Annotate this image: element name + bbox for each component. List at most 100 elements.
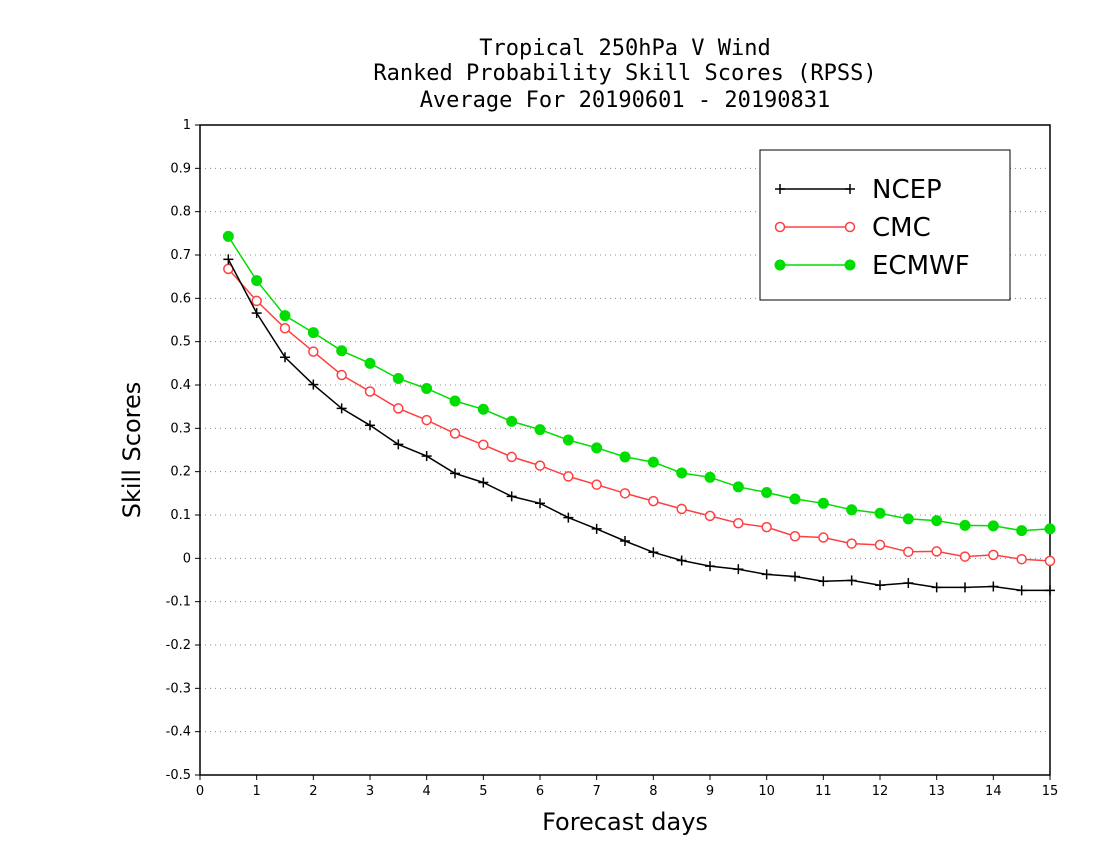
y-tick-label: 0.4 (170, 378, 191, 393)
data-point (449, 428, 461, 439)
data-point (478, 439, 489, 451)
y-tick-label: -0.1 (166, 595, 191, 610)
data-point (534, 424, 546, 436)
data-point (874, 539, 886, 551)
x-tick-label: 11 (815, 784, 832, 799)
data-point (844, 221, 856, 233)
data-point (591, 479, 602, 490)
y-tick-label: -0.5 (166, 768, 191, 783)
data-point (477, 403, 489, 415)
chart-title-line-3: Average For 20190601 - 20190831 (419, 88, 831, 113)
data-point (789, 530, 801, 542)
x-tick-label: 7 (593, 784, 601, 799)
y-axis-label: Skill Scores (118, 381, 146, 519)
data-point (648, 495, 659, 507)
x-tick-label: 6 (536, 784, 544, 799)
x-tick-label: 10 (758, 784, 775, 799)
y-tick-label: 0.1 (170, 508, 191, 523)
data-point (308, 346, 319, 357)
x-tick-label: 9 (706, 784, 714, 799)
x-tick-label: 14 (985, 784, 1002, 799)
x-tick-label: 15 (1042, 784, 1059, 799)
data-point (846, 504, 858, 516)
x-tick-label: 3 (366, 784, 374, 799)
data-point (903, 546, 914, 558)
data-point (421, 414, 432, 426)
chart-title-line-2: Ranked Probability Skill Scores (RPSS) (373, 61, 877, 86)
data-point (279, 310, 291, 322)
data-point (563, 471, 574, 482)
data-point (676, 503, 687, 515)
data-point (1016, 525, 1028, 537)
data-point (393, 403, 404, 414)
y-tick-label: 0.3 (170, 421, 191, 436)
data-point (506, 415, 518, 427)
data-point (987, 520, 999, 532)
data-point (789, 493, 801, 505)
legend-label: ECMWF (872, 251, 970, 281)
legend-label: NCEP (872, 175, 942, 205)
data-point (676, 467, 688, 479)
y-tick-label: 0.9 (170, 161, 191, 176)
data-point (988, 549, 999, 561)
y-tick-label: 0.6 (170, 291, 191, 306)
data-point (449, 395, 461, 407)
data-point (364, 386, 376, 397)
data-point (421, 382, 433, 394)
data-point (222, 230, 234, 242)
data-point (392, 373, 404, 384)
y-tick-label: -0.3 (166, 681, 191, 696)
data-point (534, 460, 546, 471)
data-point (251, 295, 262, 307)
x-tick-label: 2 (309, 784, 317, 799)
data-point (336, 345, 348, 357)
x-tick-label: 5 (479, 784, 487, 799)
x-tick-label: 0 (196, 784, 204, 799)
y-tick-label: -0.4 (166, 725, 191, 740)
x-tick-label: 4 (423, 784, 431, 799)
data-point (307, 327, 319, 339)
data-point (931, 546, 942, 557)
data-point (619, 451, 631, 463)
data-point (1016, 553, 1027, 565)
data-point (931, 515, 943, 527)
x-tick-label: 1 (253, 784, 261, 799)
y-tick-label: -0.2 (166, 638, 191, 653)
x-tick-label: 8 (649, 784, 657, 799)
legend-box (759, 149, 1011, 301)
data-point (761, 521, 772, 533)
data-point (846, 538, 857, 549)
data-point (619, 488, 631, 499)
y-tick-label: 0.2 (170, 465, 191, 480)
data-point (774, 221, 786, 233)
y-tick-label: 0.7 (170, 248, 191, 263)
data-point (251, 275, 263, 287)
data-point (1044, 555, 1056, 567)
data-point (506, 451, 517, 463)
x-tick-label: 13 (928, 784, 945, 799)
data-point (902, 513, 914, 525)
data-point (704, 510, 716, 522)
chart-title-line-1: Tropical 250hPa V Wind (479, 36, 771, 61)
x-axis-label: Forecast days (542, 808, 708, 836)
data-point (733, 517, 744, 529)
y-tick-label: 0 (183, 551, 191, 566)
plot-frame (199, 124, 1051, 776)
series-line-ncep (227, 258, 1050, 592)
data-point (818, 532, 829, 543)
data-point (279, 322, 291, 334)
data-point (364, 357, 376, 369)
data-point (959, 519, 971, 531)
data-point (817, 497, 829, 509)
x-tick-label: 12 (872, 784, 889, 799)
data-point (761, 486, 773, 498)
data-point (732, 481, 744, 493)
data-point (874, 507, 886, 519)
data-point (562, 434, 574, 446)
y-tick-label: 0.5 (170, 335, 191, 350)
data-point (336, 369, 347, 381)
y-tick-label: 1 (183, 118, 191, 133)
data-point (844, 259, 856, 271)
data-point (591, 442, 603, 454)
